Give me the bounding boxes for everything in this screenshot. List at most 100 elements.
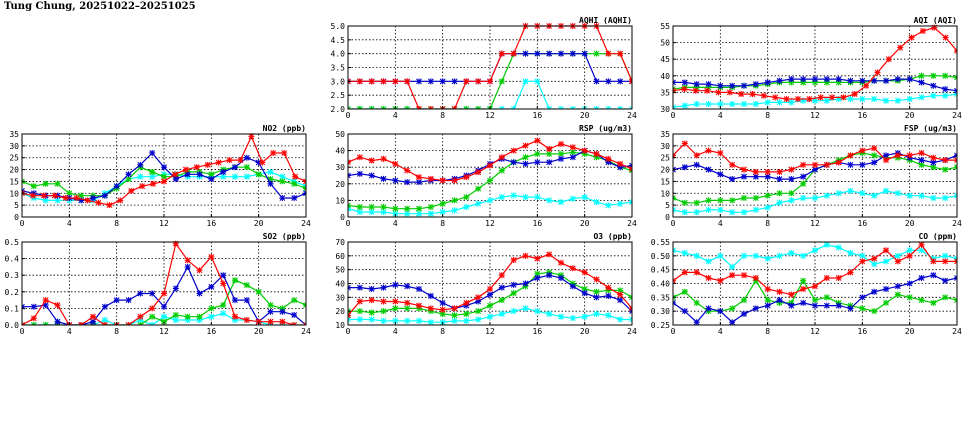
rsp-series-1-point-6: [416, 205, 422, 212]
o3-series-2-point-21: [593, 294, 600, 301]
rsp-series-1-point-4: [392, 205, 399, 212]
fsp-series-2-point-11: [800, 173, 807, 180]
so2-xtick-label: 8: [114, 327, 119, 336]
aqi-series-2-point-5: [729, 82, 736, 89]
no2-ytick-label: 0: [14, 213, 19, 222]
fsp-ytick-label: 0: [665, 213, 670, 222]
rsp-series-3-point-14: [510, 147, 517, 154]
rsp-series-0-point-5: [404, 210, 411, 217]
rsp-series-1-point-10: [463, 194, 470, 201]
aqi-series-0-point-9: [776, 99, 783, 106]
o3-xtick-label: 24: [627, 327, 637, 336]
fsp-series-0-point-17: [871, 192, 878, 199]
no2-series-1-point-12: [161, 173, 167, 180]
no2-series-1-point-22: [279, 178, 286, 185]
aqhi-xtick-label: 0: [346, 111, 351, 120]
no2-xtick-label: 12: [159, 219, 169, 228]
no2-plot-area: [22, 133, 306, 209]
co-series-3-point-8: [764, 286, 771, 293]
rsp-xtick-label: 8: [440, 219, 445, 228]
so2-series-0-point-18: [232, 317, 238, 324]
no2-series-3-point-22: [259, 159, 266, 166]
no2-series-2-point-15: [196, 171, 203, 178]
aqi-series-3-point-5: [726, 89, 733, 96]
o3-series-3-point-13: [498, 272, 505, 279]
so2-plot-area: [22, 240, 306, 325]
aqi-series-0-point-21: [918, 94, 925, 101]
fsp-series-3-point-23: [942, 157, 949, 164]
aqi-series-2-point-16: [859, 77, 866, 84]
aqi-series-3-point-24: [942, 34, 949, 41]
aqi-series-3-point-6: [738, 91, 745, 98]
rsp-series-3-point-4: [392, 160, 399, 167]
o3-series-1-point-21: [593, 288, 600, 295]
co-series-3-point-11: [800, 286, 807, 293]
o3-series-0-point-10: [463, 317, 470, 324]
o3-series-3-point-19: [569, 265, 576, 272]
o3-series-0-point-18: [558, 313, 564, 320]
fsp-series-2-point-7: [752, 173, 759, 180]
o3-series-3-point-9: [451, 305, 458, 312]
no2-series-3-point-16: [193, 164, 200, 171]
so2-series-2-point-8: [113, 297, 120, 304]
no2-series-2-point-21: [267, 180, 274, 187]
o3-series-0-point-16: [534, 308, 541, 315]
rsp-series-2-point-3: [380, 175, 387, 182]
rsp-series-3-point-2: [368, 157, 375, 164]
co-series-0-point-20: [906, 247, 913, 254]
rsp-series-0-point-9: [451, 207, 458, 214]
fsp-series-0-point-15: [847, 187, 854, 194]
aqi-series-3-point-11: [794, 96, 801, 103]
fsp-series-3-point-22: [930, 154, 937, 161]
aqi-xtick-label: 12: [810, 111, 820, 120]
aqi-series-2-point-20: [906, 76, 913, 83]
no2-series-2-point-14: [184, 171, 191, 178]
aqi-series-0-point-13: [823, 97, 830, 104]
no2-series-0-point-1: [30, 195, 37, 202]
o3-xtick-label: 8: [440, 327, 445, 336]
aqhi-series-1-point-21: [593, 50, 600, 57]
no2-ytick-label: 5: [14, 201, 19, 210]
so2-series-2-point-23: [291, 312, 298, 319]
co-series-2-point-9: [776, 297, 783, 304]
rsp-series-0-point-20: [581, 194, 588, 201]
aqi-series-2-point-6: [741, 82, 747, 89]
aqi-chart: 0 4 8 12 16 20 24 30 35 40 45 50 55 AQI (AQI): [660, 16, 962, 120]
rsp-series-1-point-3: [380, 204, 387, 211]
fsp-series-0-point-16: [859, 190, 866, 197]
fsp-series-3-point-7: [752, 168, 759, 175]
no2-series-0-point-11: [149, 173, 156, 180]
so2-series-1-point-19: [243, 282, 250, 289]
rsp-xtick-label: 12: [485, 219, 495, 228]
so2-series-2-point-18: [232, 297, 238, 304]
so2-ytick-label: 0.5: [5, 238, 20, 247]
rsp-series-2-point-5: [404, 179, 411, 186]
rsp-series-2-point-23: [617, 164, 624, 171]
no2-series-1-point-5: [78, 192, 85, 199]
rsp-ytick-label: 40: [335, 147, 345, 156]
co-series-3-point-1: [681, 269, 688, 276]
rsp-series-0-point-23: [617, 200, 624, 207]
fsp-series-0-point-21: [918, 192, 925, 199]
fsp-series-0-point-1: [681, 209, 688, 216]
rsp-series-2-point-2: [368, 172, 375, 179]
co-series-2-point-22: [930, 272, 937, 279]
co-series-2-point-3: [705, 305, 712, 312]
aqi-series-0-point-4: [717, 101, 724, 108]
aqhi-ytick-label: 3.0: [331, 77, 346, 86]
no2-series-0-point-17: [220, 173, 227, 180]
rsp-series-0-point-13: [498, 194, 505, 201]
co-series-0-point-21: [918, 247, 925, 254]
no2-series-3-point-7: [95, 199, 102, 206]
fsp-series-3-point-1: [681, 140, 688, 147]
co-series-2-point-6: [741, 310, 747, 317]
co-series-0-point-9: [776, 252, 783, 259]
so2-series-0-point-12: [161, 313, 167, 320]
no2-xtick-label: 8: [114, 219, 119, 228]
no2-series-2-point-8: [113, 183, 120, 190]
rsp-ytick-label: 20: [335, 180, 345, 189]
rsp-series-0-point-22: [605, 202, 612, 209]
o3-series-2-point-7: [427, 292, 434, 299]
co-ytick-label: 0.40: [651, 280, 670, 289]
co-series-3-point-18: [883, 247, 889, 254]
